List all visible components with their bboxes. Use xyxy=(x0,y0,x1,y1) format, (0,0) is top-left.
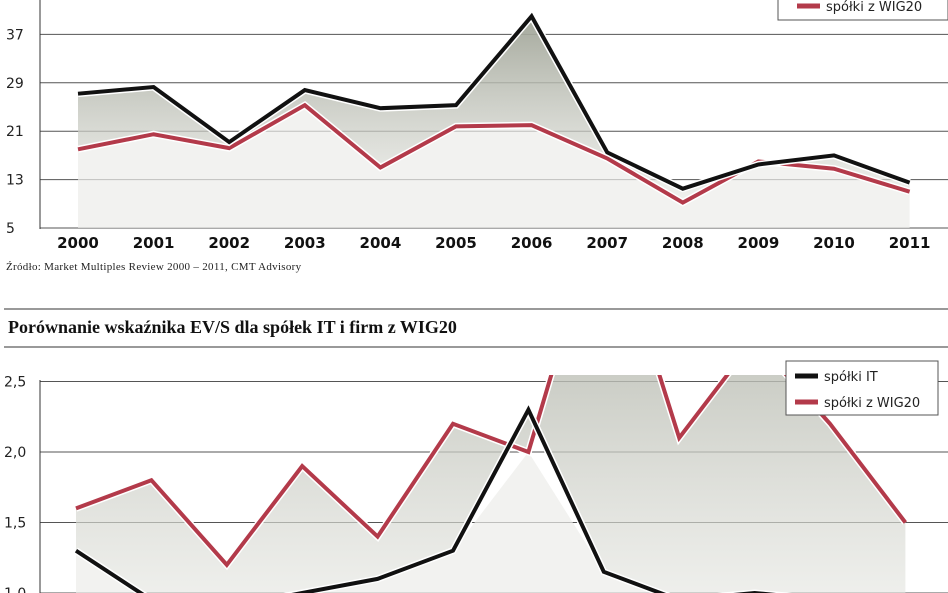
chart-2-y-ticks: 1,01,52,02,53,03,54,0 xyxy=(4,375,26,593)
legend-label-it: spółki IT xyxy=(824,370,878,385)
series-line-it xyxy=(74,405,777,593)
between-series-area xyxy=(78,16,910,203)
series-line-wig20 xyxy=(75,375,907,568)
x-tick-label: 2006 xyxy=(511,234,553,252)
x-tick-label: 2010 xyxy=(813,234,855,252)
y-tick-label: 5 xyxy=(6,221,15,237)
lower-area xyxy=(78,105,910,228)
x-tick-label: 2005 xyxy=(435,234,477,252)
y-tick-label: 1,0 xyxy=(4,586,26,593)
legend-label-wig20: spółki z WIG20 xyxy=(826,0,922,15)
x-tick-label: 2002 xyxy=(208,234,250,252)
between-series-area xyxy=(76,375,906,593)
chart-2-title: Porównanie wskaźnika EV/S dla spółek IT … xyxy=(8,317,457,337)
chart-2-area xyxy=(76,375,906,593)
legend-label-wig20: spółki z WIG20 xyxy=(824,396,920,411)
lower-area xyxy=(76,452,906,593)
chart-1-y-ticks: 5 13 21 29 37 xyxy=(6,27,24,237)
source-note: Źródło: Market Multiples Review 2000 – 2… xyxy=(6,261,302,273)
x-tick-label: 2004 xyxy=(360,234,402,252)
x-tick-label: 2001 xyxy=(133,234,175,252)
x-tick-label: 2011 xyxy=(889,234,931,252)
series-line-it xyxy=(77,12,911,191)
chart-1-area xyxy=(78,16,910,228)
chart-1-x-ticks: 2000 2001 2002 2003 2004 2005 2006 2007 2008 2009… xyxy=(57,234,930,252)
x-tick-label: 2008 xyxy=(662,234,704,252)
y-tick-label: 29 xyxy=(6,76,24,92)
y-tick-label: 2,5 xyxy=(4,375,26,391)
chart-2-legend: spółki IT spółki z WIG20 xyxy=(785,360,939,416)
chart-1-lines xyxy=(77,10,911,207)
chart-1-legend: spółki z WIG20 xyxy=(777,0,948,21)
chart-2: 1,01,52,02,53,03,54,0 xyxy=(4,375,948,593)
y-tick-label: 2,0 xyxy=(4,445,26,461)
y-tick-label: 37 xyxy=(6,27,24,43)
y-tick-label: 1,5 xyxy=(4,516,26,532)
x-tick-label: 2009 xyxy=(738,234,780,252)
y-tick-label: 21 xyxy=(6,124,24,140)
x-tick-label: 2007 xyxy=(586,234,628,252)
x-tick-label: 2003 xyxy=(284,234,326,252)
x-tick-label: 2000 xyxy=(57,234,99,252)
y-tick-label: 13 xyxy=(6,173,24,189)
